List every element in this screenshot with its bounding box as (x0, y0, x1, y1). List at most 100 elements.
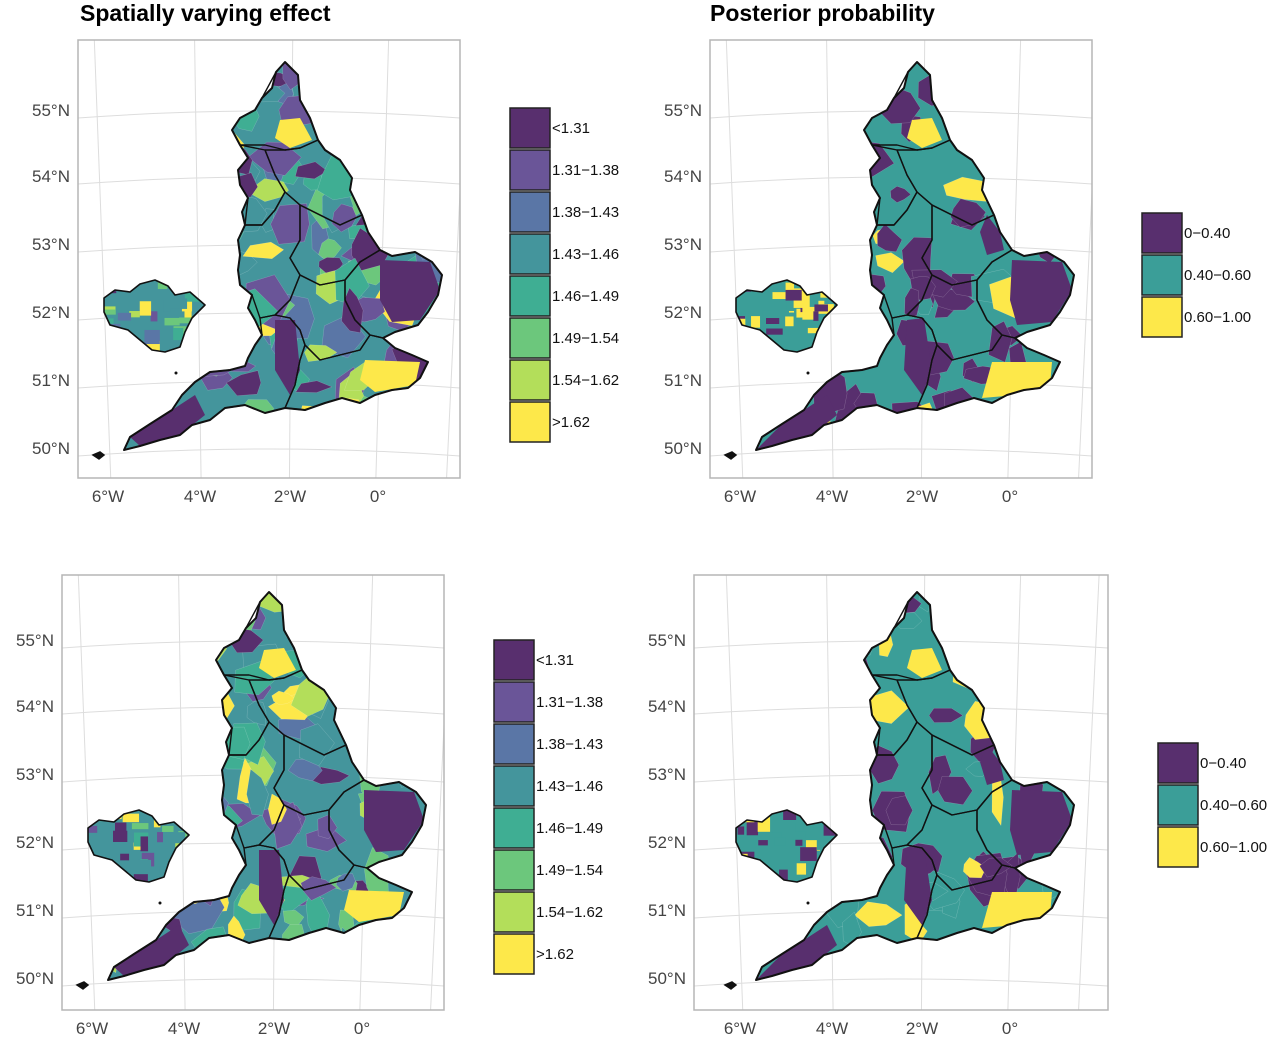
district (842, 111, 862, 154)
district (759, 754, 773, 784)
london-borough (163, 299, 171, 312)
district (952, 936, 988, 977)
lon-tick-label: 2°W (906, 487, 938, 506)
london-borough (139, 347, 145, 352)
district (110, 672, 136, 727)
latitude-line (62, 978, 444, 987)
district (387, 594, 426, 627)
district (271, 690, 296, 706)
lat-tick-label: 52°N (16, 833, 54, 852)
london-borough (157, 832, 163, 843)
district-large (130, 395, 205, 446)
district (777, 702, 808, 754)
district (790, 165, 825, 185)
london-borough (766, 318, 780, 324)
london-borough (762, 868, 768, 877)
scilly-isles (75, 981, 90, 990)
longitude-line (430, 714, 444, 1010)
district (157, 783, 209, 811)
longitude-line (1078, 575, 1100, 1010)
district (118, 682, 178, 727)
london-borough (783, 810, 797, 820)
district-large (360, 360, 420, 392)
district (282, 949, 310, 980)
district (836, 74, 864, 98)
district (202, 70, 255, 106)
legend-swatch (509, 401, 551, 443)
district (130, 616, 149, 647)
london-borough (820, 347, 827, 352)
district (951, 931, 968, 965)
legend-swatch (509, 359, 551, 401)
district (334, 407, 360, 436)
district (351, 919, 399, 939)
district (974, 592, 992, 622)
district (218, 962, 235, 980)
legend-swatch (493, 639, 535, 681)
map-panel-bottom-left: 55°N 54°N 53°N 52°N 51°N 50°N 6°W 4°W 2°W 0° <1.31… (16, 574, 603, 1038)
district (137, 759, 154, 812)
district (321, 400, 358, 441)
lat-tick-label: 51°N (32, 371, 70, 390)
district (184, 120, 211, 148)
district (407, 125, 442, 141)
latitude-line (694, 978, 1108, 987)
london-borough (766, 328, 783, 335)
district-large (904, 848, 932, 925)
legend-label: <1.31 (552, 120, 590, 137)
legend-label: 1.46−1.49 (552, 288, 619, 305)
district (158, 152, 202, 192)
district (147, 160, 171, 202)
london-borough (198, 291, 205, 302)
district (150, 766, 197, 818)
district (786, 630, 803, 647)
legend-label: <1.31 (536, 652, 574, 669)
legend-top-right: 0−0.40 0.40−0.60 0.60−1.00 (1141, 212, 1251, 338)
legend-swatch (493, 849, 535, 891)
district (169, 623, 202, 659)
district (292, 626, 318, 643)
district (322, 930, 355, 955)
district (317, 610, 356, 640)
london-borough (785, 316, 794, 327)
london-borough (173, 327, 184, 341)
london-borough (785, 289, 802, 301)
london-borough (800, 847, 817, 861)
district (817, 609, 861, 643)
london-borough (98, 813, 112, 821)
legend-label: 1.43−1.46 (552, 246, 619, 263)
london-borough (140, 836, 149, 852)
london-borough (104, 318, 114, 324)
london-borough (139, 301, 152, 316)
district (414, 662, 426, 685)
lat-tick-label: 55°N (664, 101, 702, 120)
london-borough (765, 832, 782, 844)
islet (806, 371, 810, 375)
london-borough (150, 311, 158, 322)
lon-tick-label: 2°W (258, 1019, 290, 1038)
lon-tick-label: 6°W (724, 1019, 756, 1038)
district-large (907, 648, 942, 678)
lon-tick-label: 6°W (92, 487, 124, 506)
district (108, 931, 122, 961)
district (933, 405, 968, 441)
district (854, 150, 869, 162)
district (999, 636, 1016, 659)
plot-frame (77, 39, 461, 479)
lat-tick-label: 50°N (664, 439, 702, 458)
district (220, 302, 244, 327)
district (963, 857, 987, 879)
lat-tick-label: 52°N (648, 833, 686, 852)
district (242, 241, 285, 260)
legend-label: 1.49−1.54 (536, 862, 603, 879)
district (113, 741, 138, 793)
district (825, 69, 856, 117)
district (896, 430, 939, 450)
district (1065, 656, 1074, 693)
district (813, 663, 834, 695)
district (756, 592, 774, 618)
legend-swatch (1141, 212, 1183, 254)
london-borough (813, 311, 819, 321)
district (890, 185, 912, 203)
